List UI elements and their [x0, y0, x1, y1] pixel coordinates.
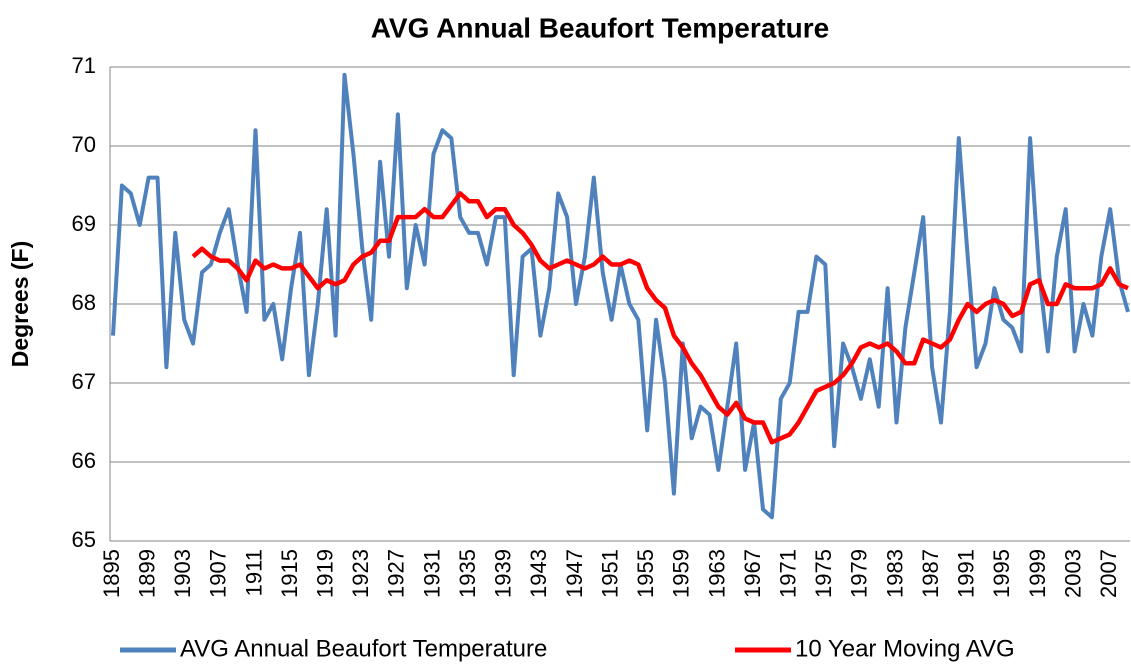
x-tick-label: 1995 — [989, 549, 1014, 598]
x-tick-label: 1947 — [562, 549, 587, 598]
x-tick-label: 1931 — [419, 549, 444, 598]
chart-title: AVG Annual Beaufort Temperature — [371, 12, 829, 43]
x-tick-label: 1983 — [882, 549, 907, 598]
x-tick-label: 2003 — [1060, 549, 1085, 598]
x-tick-label: 1927 — [384, 549, 409, 598]
y-tick-label: 70 — [72, 132, 96, 157]
y-tick-label: 65 — [72, 527, 96, 552]
x-tick-label: 1935 — [455, 549, 480, 598]
x-tick-label: 1939 — [491, 549, 516, 598]
series-line — [191, 191, 1129, 445]
x-tick-label: 1987 — [918, 549, 943, 598]
x-tick-label: 1903 — [170, 549, 195, 598]
x-tick-label: 1999 — [1025, 549, 1050, 598]
x-tick-label: 1895 — [99, 549, 124, 598]
x-tick-label: 1899 — [134, 549, 159, 598]
y-axis-label: Degrees (F) — [7, 241, 33, 368]
x-tick-label: 1963 — [704, 549, 729, 598]
legend-label: AVG Annual Beaufort Temperature — [180, 635, 547, 662]
x-tick-label: 1991 — [954, 549, 979, 598]
y-tick-label: 71 — [72, 53, 96, 78]
series-line — [111, 72, 1130, 520]
x-tick-label: 1923 — [348, 549, 373, 598]
y-tick-label: 68 — [72, 290, 96, 315]
x-tick-label: 1911 — [241, 549, 266, 596]
x-tick-label: 1959 — [669, 549, 694, 598]
x-tick-label: 1951 — [597, 549, 622, 598]
x-tick-label: 1955 — [633, 549, 658, 598]
x-tick-label: 1975 — [811, 549, 836, 598]
x-tick-label: 1919 — [312, 549, 337, 598]
y-tick-label: 67 — [72, 369, 96, 394]
y-tick-label: 69 — [72, 211, 96, 236]
x-tick-label: 1907 — [206, 549, 231, 598]
x-tick-label: 2007 — [1096, 549, 1121, 598]
x-tick-label: 1915 — [277, 549, 302, 598]
x-tick-label: 1943 — [526, 549, 551, 598]
y-tick-label: 66 — [72, 448, 96, 473]
x-tick-label: 1979 — [847, 549, 872, 598]
x-tick-label: 1971 — [775, 549, 800, 598]
x-tick-label: 1967 — [740, 549, 765, 598]
legend-label: 10 Year Moving AVG — [795, 635, 1015, 662]
